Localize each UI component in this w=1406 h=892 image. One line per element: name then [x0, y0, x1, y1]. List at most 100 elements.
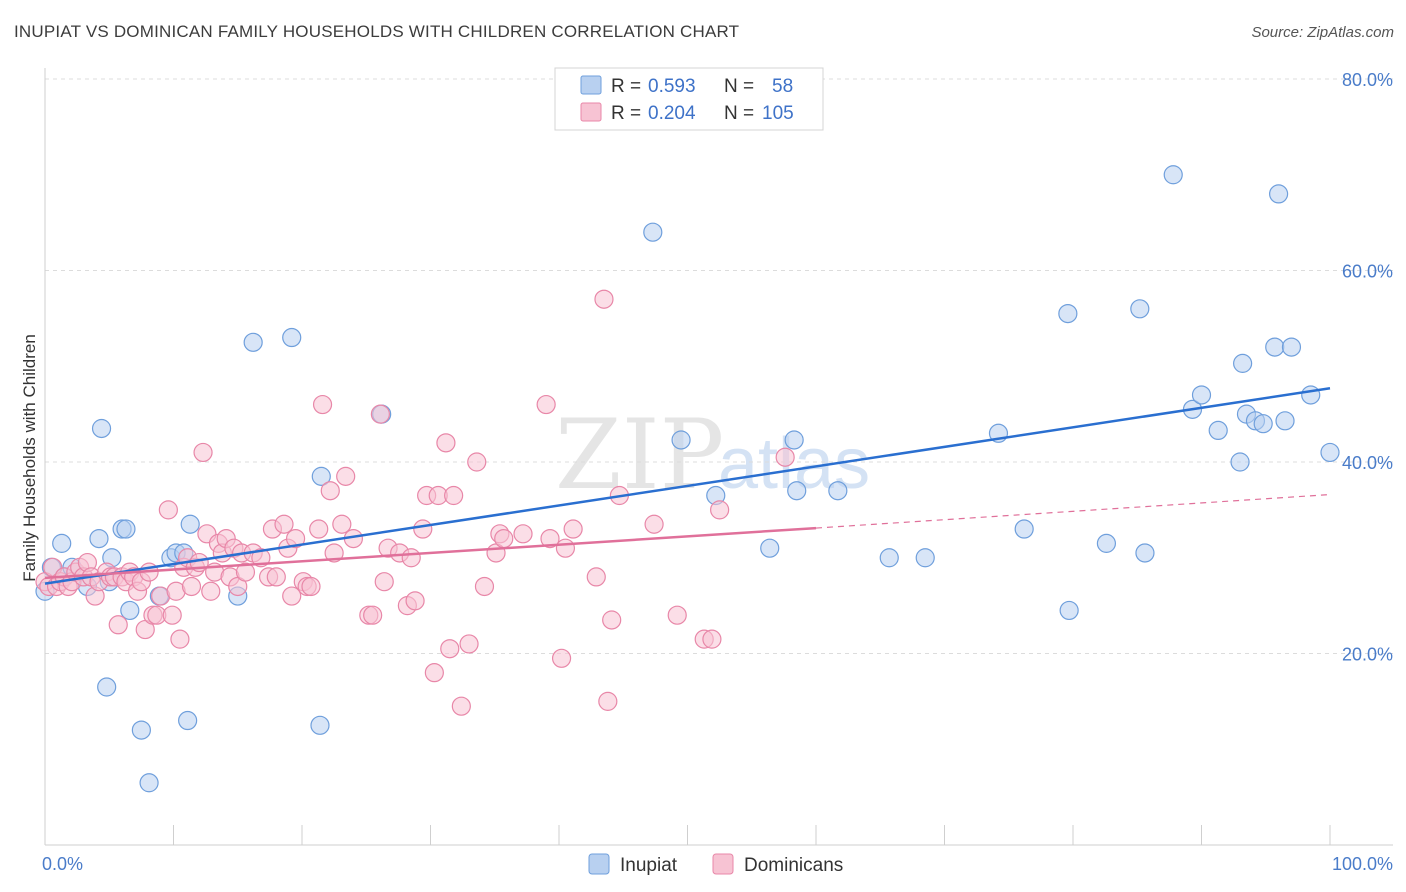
inupiat-point [1275, 411, 1295, 431]
series-legend: Inupiat Dominicans [588, 853, 843, 876]
dominicans-point [374, 572, 394, 592]
dominicans-point [282, 586, 302, 606]
dominicans-point [586, 567, 606, 587]
legend-n-label-1: N = [724, 76, 754, 97]
inupiat-point [91, 418, 112, 439]
inupiat-point [1233, 353, 1253, 373]
legend-r-label-2: R = [611, 103, 641, 124]
inupiat-point [180, 514, 200, 534]
dominicans-point [540, 528, 560, 549]
y-axis-label: Family Households with Children [20, 334, 39, 582]
inupiat-point [116, 519, 136, 539]
dominicans-point [513, 524, 533, 544]
source-credit: Source: ZipAtlas.com [1251, 24, 1394, 41]
dominicans-point [162, 605, 182, 625]
dominicans-point [436, 433, 456, 453]
dominicans-point [702, 629, 722, 649]
dominicans-point [285, 528, 306, 549]
bottom-legend-swatch-dominicans [712, 853, 734, 875]
y-tick-label: 40.0% [1342, 453, 1393, 473]
inupiat-point [1058, 303, 1078, 324]
dominicans-point [266, 567, 286, 587]
inupiat-point [1253, 414, 1273, 434]
dominicans-point [467, 452, 487, 472]
trend-lines [44, 387, 1331, 585]
dominicans-point [551, 648, 572, 668]
dominicans-point [181, 576, 202, 597]
inupiat-point [787, 481, 807, 501]
legend-swatch-inupiat [580, 75, 602, 95]
dominicans-point [235, 562, 256, 582]
legend-swatch-dominicans [580, 102, 602, 122]
inupiat-point [1059, 600, 1079, 621]
dominicans-point [332, 514, 352, 534]
inupiat-point [828, 481, 848, 501]
inupiat-point [1208, 420, 1228, 441]
dominicans-point [309, 519, 329, 539]
inupiat-point [1230, 452, 1250, 472]
inupiat-point [131, 720, 151, 740]
inupiat-point [139, 773, 159, 793]
dominicans-point [644, 514, 664, 534]
dominicans-point [170, 629, 190, 649]
dominicans-point [451, 696, 471, 716]
inupiat-point [1135, 543, 1155, 563]
dominicans-point [320, 481, 340, 501]
dominicans-trend-extension [815, 493, 1331, 529]
inupiat-point [1191, 385, 1212, 405]
legend-n-value-1: 58 [772, 76, 793, 97]
inupiat-point [282, 327, 302, 348]
inupiat-point [1130, 299, 1150, 319]
y-tick-label: 60.0% [1342, 262, 1393, 282]
inupiat-point [1014, 519, 1034, 539]
inupiat-point [1301, 385, 1321, 405]
inupiat-point [760, 538, 780, 558]
dominicans-point [370, 404, 390, 424]
dominicans-point [667, 605, 687, 625]
dominicans-point [440, 639, 460, 659]
inupiat-point [120, 600, 140, 621]
dominicans-point [459, 634, 479, 654]
dominicans-point [413, 519, 433, 539]
bottom-legend-swatch-inupiat [588, 853, 610, 875]
inupiat-point [243, 332, 263, 352]
dominicans-point [158, 500, 178, 520]
inupiat-point [915, 548, 935, 568]
dominicans-point [363, 605, 383, 625]
dominicans-point [312, 394, 333, 415]
inupiat-point [643, 222, 663, 242]
bottom-legend-label-dominicans: Dominicans [744, 855, 843, 876]
chart-title: INUPIAT VS DOMINICAN FAMILY HOUSEHOLDS W… [14, 22, 740, 41]
dominicans-point [251, 548, 271, 568]
dominicans-point [424, 663, 444, 683]
dominicans-point [405, 591, 425, 611]
inupiat-point [178, 710, 198, 731]
dominicans-point [602, 610, 622, 630]
dominicans-point [775, 447, 795, 467]
inupiat-trend-line [44, 387, 1331, 585]
dominicans-point [494, 528, 514, 549]
x-tick-label-min: 0.0% [42, 854, 83, 874]
dominicans-point [108, 615, 128, 635]
dominicans-point [563, 519, 583, 539]
legend-n-label-2: N = [724, 103, 754, 124]
tick-labels: 20.0% 40.0% 60.0% 80.0% 0.0% 100.0% [42, 70, 1393, 874]
inupiat-point [311, 466, 331, 486]
dominicans-point [193, 442, 213, 463]
dominicans-point [474, 576, 495, 597]
dominicans-point [324, 543, 344, 563]
inupiat-point [1265, 337, 1285, 357]
dominicans-point [201, 581, 221, 601]
inupiat-point [52, 533, 72, 553]
legend-r-value-2: 0.204 [648, 103, 696, 124]
legend-r-label-1: R = [611, 76, 641, 97]
inupiat-point [671, 430, 691, 450]
axes [44, 68, 1393, 846]
bottom-legend-label-inupiat: Inupiat [620, 855, 678, 876]
y-tick-label: 20.0% [1342, 645, 1393, 665]
dominicans-point [336, 466, 356, 486]
dominicans-point [710, 500, 730, 520]
inupiat-point [310, 715, 330, 735]
dominicans-trend-line [44, 526, 817, 580]
